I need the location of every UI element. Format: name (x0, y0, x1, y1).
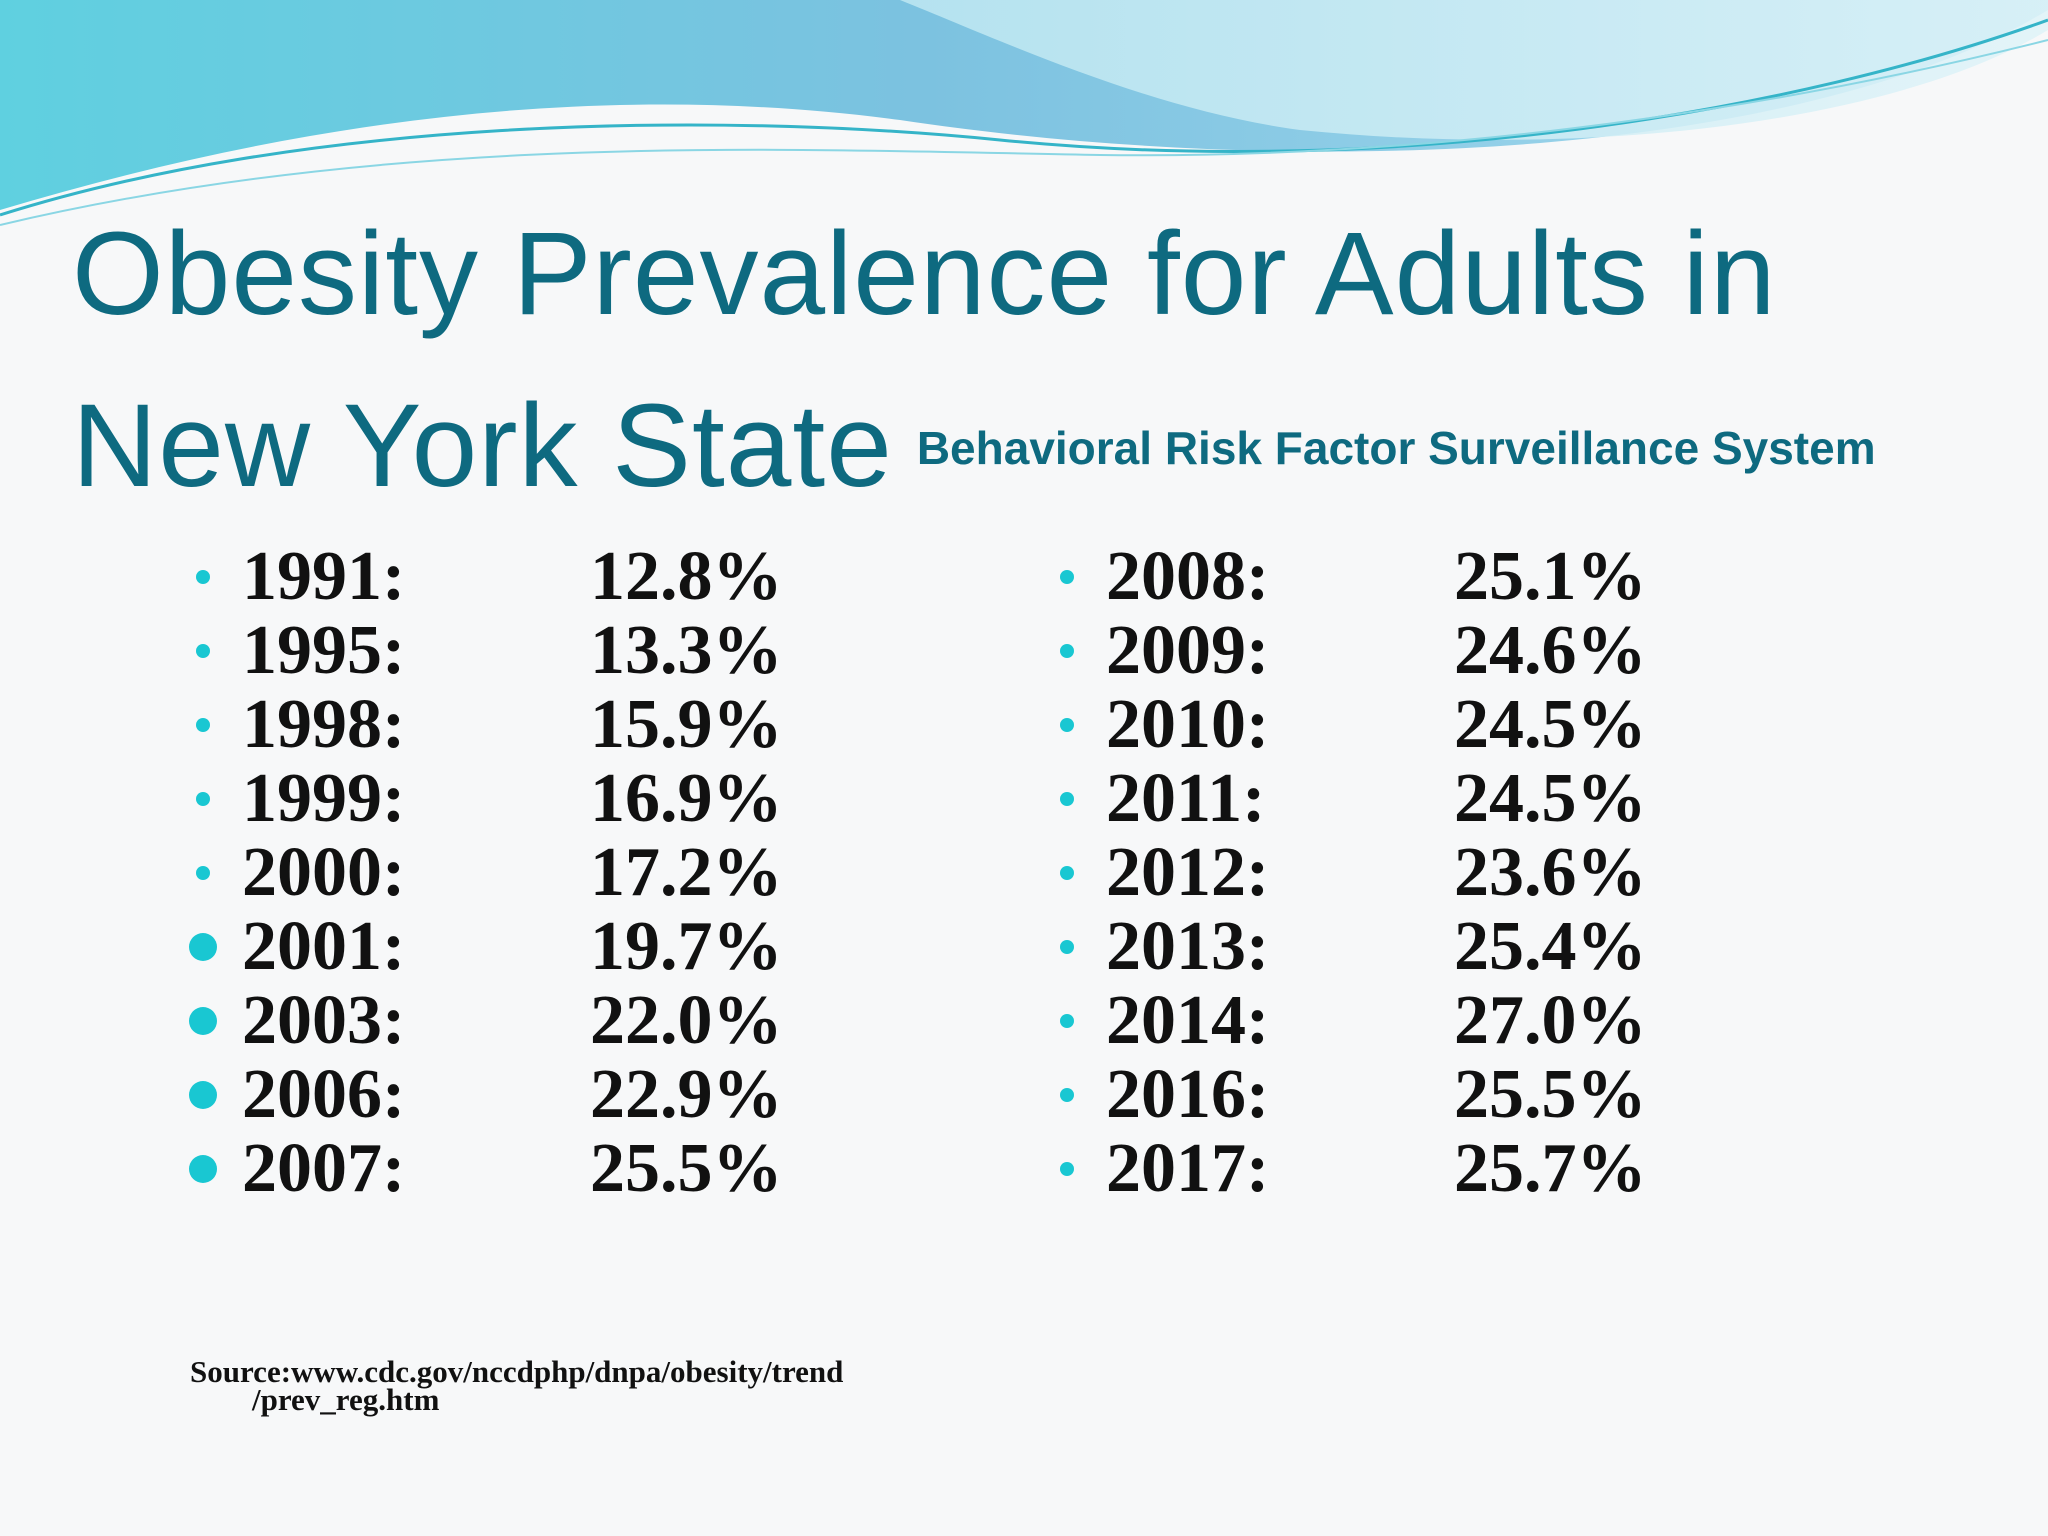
bullet-icon (1060, 866, 1074, 880)
bullet-icon (189, 1007, 217, 1035)
percent-value: 25.5% (590, 1130, 783, 1207)
header-wave-decoration (0, 0, 2048, 226)
percent-value: 22.0% (590, 982, 783, 1059)
list-item: 1995: 13.3% (188, 612, 783, 689)
year-label: 2007: (242, 1130, 406, 1207)
percent-value: 25.4% (1454, 908, 1647, 985)
source-line-1: Source:www.cdc.gov/nccdphp/dnpa/obesity/… (190, 1354, 844, 1389)
bullet-icon (196, 792, 210, 806)
list-item: 2010: 24.5% (1052, 686, 1647, 763)
year-label: 2014: (1106, 982, 1270, 1059)
right-data-list: 2008: 25.1% 2009: 24.6% 2010: 24.5% 2011: 24… (1052, 538, 1647, 1207)
percent-value: 25.5% (1454, 1056, 1647, 1133)
percent-value: 24.5% (1454, 686, 1647, 763)
bullet-icon (1060, 644, 1074, 658)
year-label: 2003: (242, 982, 406, 1059)
list-item: 2006: 22.9% (188, 1056, 783, 1133)
title-line-2-text: New York State (72, 380, 893, 512)
percent-value: 13.3% (590, 612, 783, 689)
year-label: 1995: (242, 612, 406, 689)
list-item: 2008: 25.1% (1052, 538, 1647, 615)
year-label: 2001: (242, 908, 406, 985)
bullet-icon (196, 718, 210, 732)
percent-value: 12.8% (590, 538, 783, 615)
year-label: 2000: (242, 834, 406, 911)
bullet-icon (1060, 940, 1074, 954)
list-item: 1991: 12.8% (188, 538, 783, 615)
percent-value: 22.9% (590, 1056, 783, 1133)
slide-subtitle: Behavioral Risk Factor Surveillance Syst… (916, 422, 1876, 474)
year-label: 2016: (1106, 1056, 1270, 1133)
list-item: 1998: 15.9% (188, 686, 783, 763)
year-label: 2006: (242, 1056, 406, 1133)
list-item: 2001: 19.7% (188, 908, 783, 985)
list-item: 2007: 25.5% (188, 1130, 783, 1207)
bullet-icon (1060, 1014, 1074, 1028)
list-item: 1999: 16.9% (188, 760, 783, 837)
year-label: 2010: (1106, 686, 1270, 763)
list-item: 2012: 23.6% (1052, 834, 1647, 911)
list-item: 2011: 24.5% (1052, 760, 1647, 837)
year-label: 2011: (1106, 760, 1266, 837)
bullet-icon (196, 570, 210, 584)
bullet-icon (1060, 718, 1074, 732)
list-item: 2016: 25.5% (1052, 1056, 1647, 1133)
bullet-icon (189, 933, 217, 961)
percent-value: 24.5% (1454, 760, 1647, 837)
year-label: 1991: (242, 538, 406, 615)
percent-value: 27.0% (1454, 982, 1647, 1059)
bullet-icon (1060, 1162, 1074, 1176)
source-citation: Source:www.cdc.gov/nccdphp/dnpa/obesity/… (190, 1354, 844, 1417)
year-label: 1998: (242, 686, 406, 763)
left-data-list: 1991: 12.8% 1995: 13.3% 1998: 15.9% 1999: 16… (188, 538, 783, 1207)
list-item: 2014: 27.0% (1052, 982, 1647, 1059)
slide-title: Obesity Prevalence for Adults in New Yor… (72, 188, 2032, 534)
year-label: 1999: (242, 760, 406, 837)
year-label: 2009: (1106, 612, 1270, 689)
title-line-2: New York State Behavioral Risk Factor Sur… (72, 360, 2032, 534)
year-label: 2017: (1106, 1130, 1270, 1207)
percent-value: 17.2% (590, 834, 783, 911)
percent-value: 23.6% (1454, 834, 1647, 911)
bullet-icon (189, 1081, 217, 1109)
list-item: 2009: 24.6% (1052, 612, 1647, 689)
percent-value: 24.6% (1454, 612, 1647, 689)
source-line-2: /prev_reg.htm (252, 1382, 440, 1417)
title-line-1: Obesity Prevalence for Adults in (72, 208, 1777, 340)
list-item: 2000: 17.2% (188, 834, 783, 911)
bullet-icon (189, 1155, 217, 1183)
percent-value: 15.9% (590, 686, 783, 763)
bullet-icon (196, 644, 210, 658)
list-item: 2017: 25.7% (1052, 1130, 1647, 1207)
year-label: 2013: (1106, 908, 1270, 985)
percent-value: 16.9% (590, 760, 783, 837)
percent-value: 25.7% (1454, 1130, 1647, 1207)
bullet-icon (1060, 570, 1074, 584)
list-item: 2013: 25.4% (1052, 908, 1647, 985)
year-label: 2012: (1106, 834, 1270, 911)
bullet-icon (1060, 1088, 1074, 1102)
percent-value: 25.1% (1454, 538, 1647, 615)
percent-value: 19.7% (590, 908, 783, 985)
year-label: 2008: (1106, 538, 1270, 615)
list-item: 2003: 22.0% (188, 982, 783, 1059)
bullet-icon (1060, 792, 1074, 806)
bullet-icon (196, 866, 210, 880)
